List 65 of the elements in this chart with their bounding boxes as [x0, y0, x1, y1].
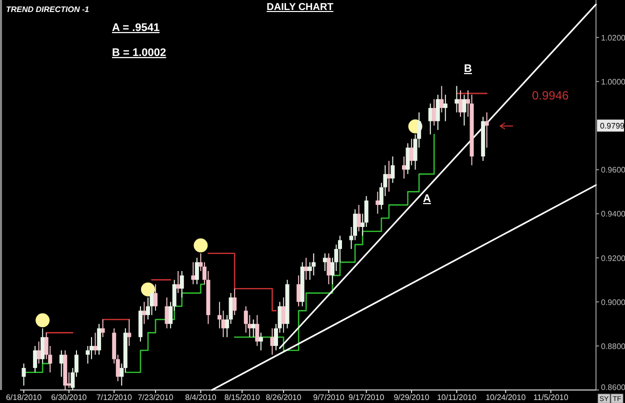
candlestick	[296, 274, 301, 307]
x-tick-label: 6/30/2010	[51, 393, 88, 402]
y-tick-label: 0.9200	[601, 254, 625, 263]
annotation: B	[464, 63, 472, 75]
candlestick	[270, 328, 274, 356]
x-tick-label: 10/11/2010	[436, 393, 477, 402]
candlestick	[154, 284, 158, 312]
x-tick-label: 7/23/2010	[138, 393, 174, 402]
y-tick-label: 0.8600	[601, 383, 625, 392]
candlestick	[304, 257, 308, 280]
candlestick	[100, 318, 105, 338]
candlestick	[312, 252, 316, 276]
x-tick-label: 10/24/2010	[486, 393, 526, 402]
x-tick-label: 9/17/2010	[348, 393, 385, 402]
candlestick	[282, 296, 286, 334]
annotation: B = 1.0002	[112, 47, 166, 59]
x-tick-label: 11/5/2010	[533, 393, 569, 402]
annotation: A	[423, 193, 432, 205]
candlestick	[436, 94, 440, 130]
candlestick	[454, 85, 459, 113]
candlestick	[376, 191, 380, 214]
text: TREND DIRECTION -1	[6, 5, 90, 14]
candlestick	[462, 94, 466, 126]
candlestick	[90, 336, 94, 360]
chart-title: DAILY CHART	[266, 2, 334, 13]
candlestick	[244, 306, 248, 334]
candlestick	[258, 332, 263, 351]
y-tick-label: 0.8800	[601, 342, 625, 351]
candlestick	[326, 252, 331, 285]
x-tick-label: 8/26/2010	[266, 393, 302, 402]
candlestick	[194, 257, 199, 285]
y-tick-label: 0.9400	[601, 210, 625, 219]
x-tick-label: 6/18/2010	[6, 393, 42, 402]
x-tick-label: 9/7/2010	[313, 393, 345, 402]
candlestick	[402, 156, 406, 179]
candlestick	[432, 98, 436, 126]
candlestick	[97, 323, 102, 356]
candlestick	[484, 112, 489, 148]
candlestick	[180, 270, 184, 298]
y-tick-label: 0.9600	[601, 166, 625, 175]
candlestick	[142, 301, 146, 324]
annotation: A = .9541	[112, 22, 160, 34]
candlestick	[443, 94, 448, 122]
candlestick	[255, 314, 260, 346]
candlestick	[176, 270, 180, 294]
candlestick	[356, 204, 361, 232]
x-tick-label: 9/29/2010	[394, 393, 430, 402]
x-tick-label: 7/12/2010	[96, 393, 132, 402]
candlestick	[33, 345, 38, 373]
candlestick	[40, 328, 45, 364]
candlestick	[127, 318, 132, 346]
y-tick-label: 0.9000	[601, 298, 625, 307]
annotation: 0.9946	[532, 88, 570, 102]
candlestick	[410, 138, 414, 166]
y-tick-label: 1.0000	[601, 78, 625, 87]
y-tick-label: 1.0200	[601, 33, 625, 42]
x-tick-label: 8/4/2010	[185, 393, 217, 402]
text: 0.9799	[600, 122, 625, 131]
candlestick	[22, 363, 26, 386]
x-tick-label: 8/15/2010	[224, 393, 260, 402]
candlestick	[406, 142, 410, 175]
candlestick	[191, 262, 196, 285]
candlestick	[232, 288, 237, 316]
candlestick	[440, 85, 444, 113]
candlestick	[390, 156, 395, 184]
